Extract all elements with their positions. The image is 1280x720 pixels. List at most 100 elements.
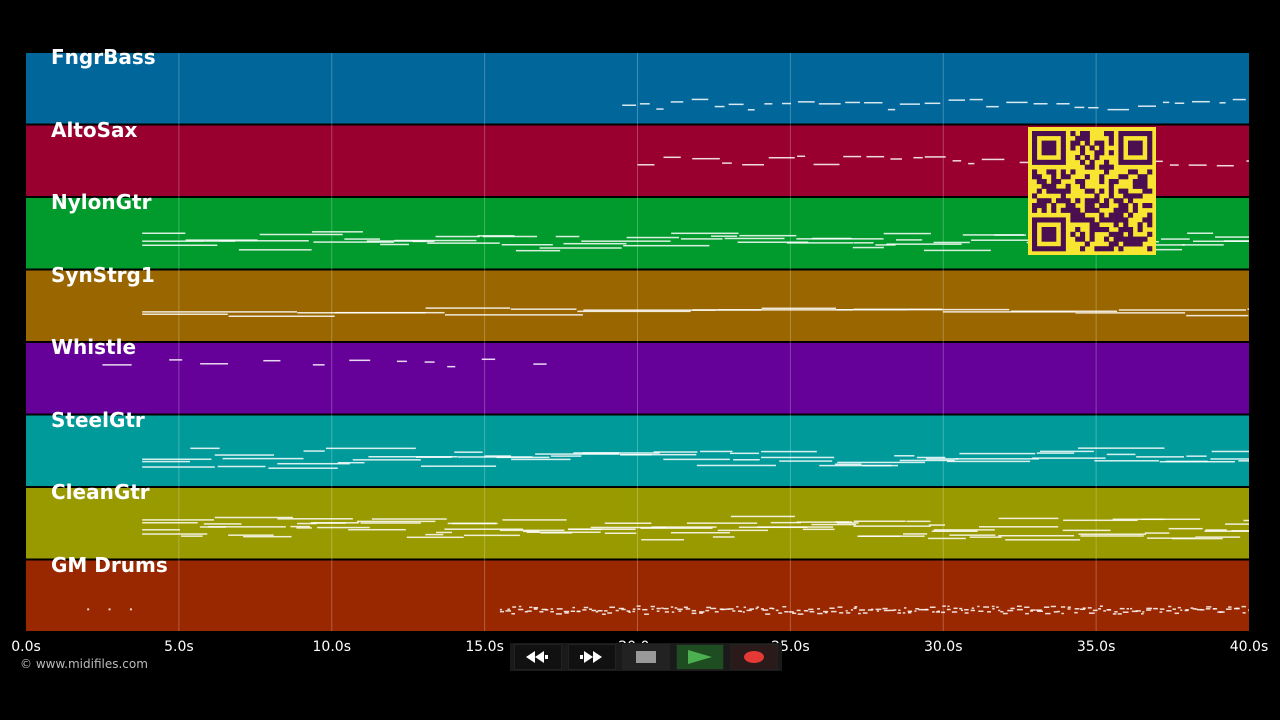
note xyxy=(371,518,447,520)
note xyxy=(998,517,1059,520)
note xyxy=(664,611,669,613)
play-button[interactable] xyxy=(676,644,724,670)
note xyxy=(623,244,710,247)
note xyxy=(845,101,861,104)
note xyxy=(1172,608,1176,610)
note xyxy=(572,606,575,609)
note xyxy=(615,609,619,612)
note xyxy=(1099,605,1103,607)
note xyxy=(1067,608,1071,610)
note xyxy=(770,521,802,524)
note xyxy=(670,606,674,608)
note xyxy=(317,526,370,529)
note xyxy=(334,311,445,314)
note xyxy=(1168,527,1203,530)
note xyxy=(1130,607,1133,610)
note xyxy=(1212,608,1216,610)
note xyxy=(749,608,754,610)
note xyxy=(946,608,951,611)
note xyxy=(644,613,649,615)
note xyxy=(1205,529,1227,531)
note xyxy=(582,452,620,454)
note xyxy=(699,611,705,613)
note xyxy=(757,526,834,528)
note xyxy=(499,529,565,532)
note xyxy=(1053,611,1058,613)
note xyxy=(853,525,931,527)
note xyxy=(854,606,858,608)
note xyxy=(711,235,738,237)
note xyxy=(755,607,758,610)
note xyxy=(203,523,242,525)
note xyxy=(1206,606,1212,608)
note xyxy=(637,608,641,610)
track-lane xyxy=(26,53,1249,124)
note xyxy=(632,610,635,613)
note xyxy=(129,608,132,611)
note xyxy=(843,155,862,158)
note xyxy=(1192,608,1196,610)
record-button[interactable] xyxy=(730,644,778,670)
note xyxy=(436,531,453,534)
note xyxy=(683,606,688,609)
note xyxy=(1114,611,1118,613)
note xyxy=(923,249,991,252)
note xyxy=(729,452,760,455)
note xyxy=(899,103,920,105)
note xyxy=(904,607,907,609)
note xyxy=(555,613,562,615)
note xyxy=(360,522,421,524)
note xyxy=(185,239,258,241)
note xyxy=(808,608,814,611)
rewind-button[interactable] xyxy=(514,644,562,670)
note xyxy=(1082,607,1086,609)
note xyxy=(897,612,902,614)
note xyxy=(1037,610,1043,612)
note xyxy=(1000,610,1004,613)
fast-forward-button[interactable] xyxy=(568,644,616,670)
note xyxy=(1131,610,1138,613)
note xyxy=(169,359,183,361)
note xyxy=(1016,605,1022,608)
note xyxy=(1122,611,1129,613)
note xyxy=(515,249,561,252)
note xyxy=(762,609,769,611)
note xyxy=(595,611,599,613)
note xyxy=(1166,610,1172,612)
note xyxy=(259,233,343,236)
note xyxy=(959,607,963,610)
time-tick-label: 0.0s xyxy=(11,639,41,655)
note xyxy=(529,606,533,609)
note xyxy=(1057,610,1060,613)
note xyxy=(858,612,861,615)
note xyxy=(992,607,995,610)
note xyxy=(959,452,1036,455)
note xyxy=(268,467,338,469)
note xyxy=(357,520,436,523)
note xyxy=(1223,240,1249,242)
note xyxy=(1180,609,1183,611)
note xyxy=(949,534,996,536)
note xyxy=(583,309,717,311)
note xyxy=(457,456,533,458)
stop-button[interactable] xyxy=(622,644,670,670)
note xyxy=(1030,609,1036,611)
note xyxy=(1080,535,1144,537)
note xyxy=(797,613,804,615)
note xyxy=(349,359,371,362)
note xyxy=(862,612,868,614)
note xyxy=(588,608,593,610)
note xyxy=(710,607,717,610)
note xyxy=(686,522,758,524)
note xyxy=(846,612,851,614)
note xyxy=(640,527,713,529)
note xyxy=(102,364,132,366)
note xyxy=(819,464,899,467)
note xyxy=(1077,447,1165,449)
note xyxy=(352,459,421,461)
note xyxy=(991,605,995,608)
note xyxy=(931,530,978,533)
note xyxy=(1025,612,1029,615)
note xyxy=(181,535,203,537)
note xyxy=(743,606,747,609)
